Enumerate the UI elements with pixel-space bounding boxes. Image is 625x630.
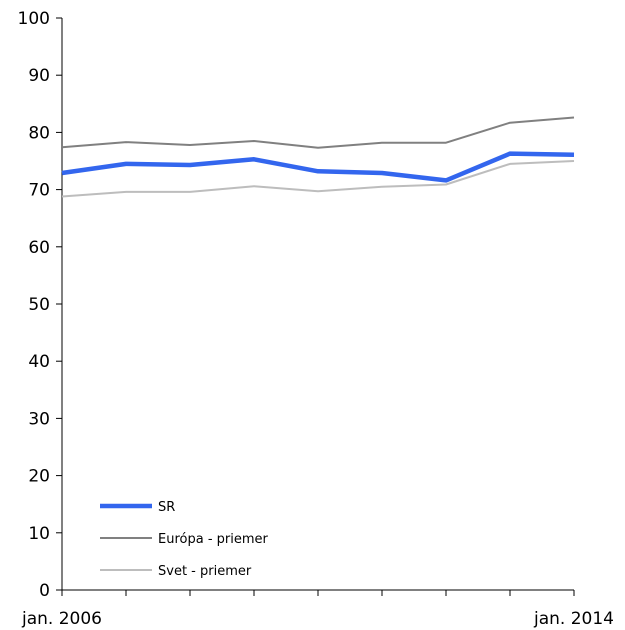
y-tick-label: 90: [28, 66, 50, 86]
x-tick-label: jan. 2014: [533, 609, 614, 629]
legend-label-1: Európa - priemer: [158, 532, 269, 547]
y-tick-label: 10: [28, 524, 50, 544]
y-tick-label: 20: [28, 467, 50, 487]
legend-label-0: SR: [158, 500, 175, 515]
x-axis: jan. 2006 jan. 2014: [21, 589, 614, 629]
legend-label-2: Svet - priemer: [158, 564, 252, 579]
y-tick-label: 40: [28, 352, 50, 372]
y-axis: 0 10 20 30 40 50 60 70 80 90 100: [18, 9, 63, 601]
x-tick-label: jan. 2006: [21, 609, 102, 629]
series-line-2: [61, 160, 575, 198]
series-lines: [61, 116, 575, 198]
series-line-1: [61, 116, 575, 149]
y-tick-label: 70: [28, 181, 50, 201]
y-tick-label: 60: [28, 238, 50, 258]
y-tick-label: 100: [18, 9, 50, 29]
y-tick-label: 80: [28, 123, 50, 143]
legend: SR Európa - priemer Svet - priemer: [100, 500, 269, 579]
series-line-0: [61, 151, 575, 183]
y-tick-label: 50: [28, 295, 50, 315]
y-tick-label: 0: [39, 581, 50, 601]
y-tick-label: 30: [28, 409, 50, 429]
